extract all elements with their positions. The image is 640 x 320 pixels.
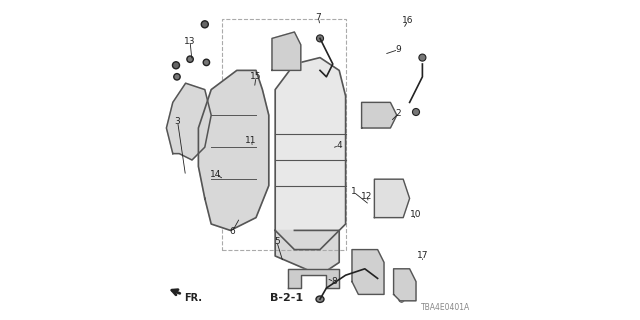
Polygon shape bbox=[374, 179, 410, 218]
Ellipse shape bbox=[204, 59, 210, 66]
Polygon shape bbox=[272, 32, 301, 70]
Ellipse shape bbox=[419, 54, 426, 61]
Ellipse shape bbox=[399, 296, 404, 302]
Ellipse shape bbox=[413, 108, 420, 116]
Text: 17: 17 bbox=[417, 252, 428, 260]
Text: 3: 3 bbox=[175, 117, 180, 126]
Text: 7: 7 bbox=[316, 13, 321, 22]
Text: 13: 13 bbox=[184, 37, 196, 46]
Text: 5: 5 bbox=[274, 237, 280, 246]
Polygon shape bbox=[275, 230, 339, 275]
Text: TBA4E0401A: TBA4E0401A bbox=[421, 303, 470, 312]
Text: 8: 8 bbox=[332, 277, 337, 286]
Ellipse shape bbox=[174, 74, 180, 80]
Text: B-2-1: B-2-1 bbox=[270, 292, 303, 303]
Ellipse shape bbox=[248, 131, 254, 138]
Polygon shape bbox=[288, 269, 339, 288]
Ellipse shape bbox=[317, 35, 323, 42]
Ellipse shape bbox=[248, 85, 254, 91]
Text: 14: 14 bbox=[211, 170, 221, 179]
Ellipse shape bbox=[187, 56, 193, 62]
Text: 9: 9 bbox=[396, 45, 401, 54]
Text: 11: 11 bbox=[246, 136, 257, 145]
Text: 4: 4 bbox=[337, 141, 342, 150]
Ellipse shape bbox=[364, 118, 369, 123]
Text: 1: 1 bbox=[351, 188, 356, 196]
Bar bbox=[223, 19, 346, 250]
Ellipse shape bbox=[173, 62, 179, 69]
Text: 15: 15 bbox=[250, 72, 262, 81]
Text: 12: 12 bbox=[361, 192, 372, 201]
Polygon shape bbox=[198, 70, 269, 230]
Ellipse shape bbox=[201, 21, 209, 28]
Text: 16: 16 bbox=[403, 16, 413, 25]
Polygon shape bbox=[275, 58, 346, 250]
Ellipse shape bbox=[316, 296, 324, 302]
Ellipse shape bbox=[251, 142, 257, 149]
Text: 2: 2 bbox=[396, 109, 401, 118]
Polygon shape bbox=[352, 250, 384, 294]
Polygon shape bbox=[362, 102, 397, 128]
Text: 10: 10 bbox=[410, 210, 421, 219]
Text: FR.: FR. bbox=[184, 292, 202, 303]
Polygon shape bbox=[166, 83, 211, 160]
Ellipse shape bbox=[252, 93, 259, 99]
Polygon shape bbox=[394, 269, 416, 301]
Text: 6: 6 bbox=[229, 228, 235, 236]
